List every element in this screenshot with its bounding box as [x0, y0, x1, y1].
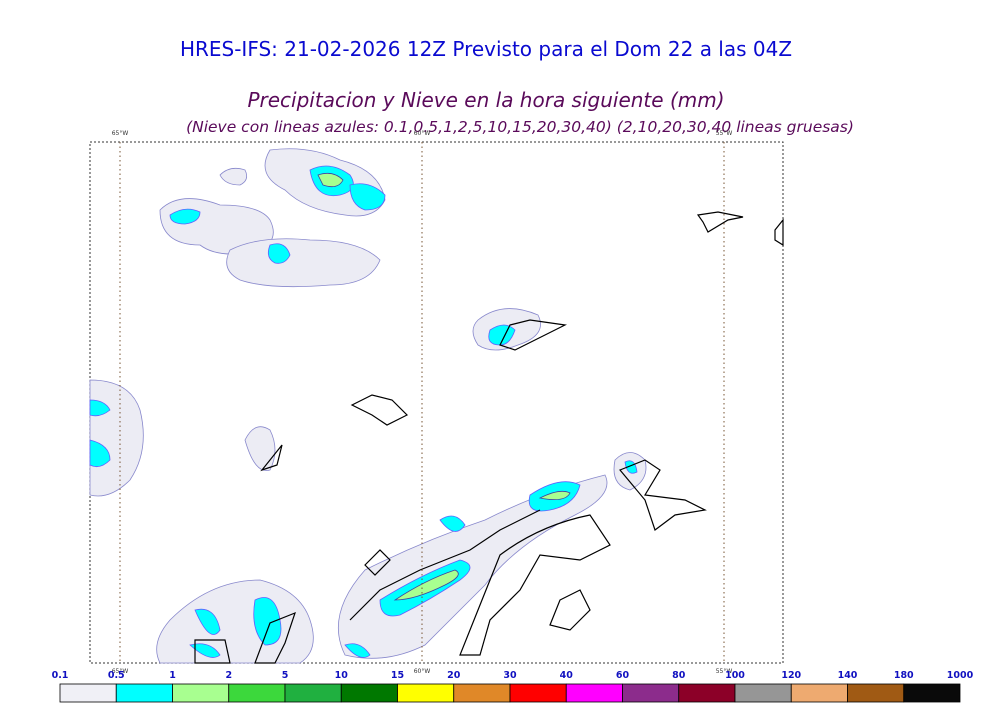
- coastline: [194, 211, 784, 664]
- note: (Nieve con lineas azules: 0.1,0.5,1,2,5,…: [186, 118, 854, 136]
- colorbar-label: 15: [391, 670, 404, 681]
- meridian-label: 55°W: [716, 130, 733, 137]
- colorbar-label: 120: [781, 670, 801, 681]
- meridian-label: 65°W: [112, 130, 129, 137]
- colorbar-swatch: [115, 683, 173, 703]
- colorbar-label: 40: [560, 670, 574, 681]
- colorbar-swatch: [453, 683, 511, 703]
- meridian-label: 65°W: [112, 668, 129, 675]
- colorbar-swatch: [847, 683, 905, 703]
- colorbar-label: 0.1: [52, 670, 69, 681]
- colorbar-label: 180: [894, 670, 914, 681]
- colorbar-label: 10: [335, 670, 349, 681]
- colorbar-label: 80: [672, 670, 686, 681]
- meridians: 65°W 65°W 60°W 60°W 55°W 55°W: [112, 130, 733, 675]
- colorbar-label: 0.5: [108, 670, 125, 681]
- colorbar-swatch: [228, 683, 286, 703]
- colorbar-swatch: [734, 683, 792, 703]
- colorbar-label: 5: [282, 670, 289, 681]
- colorbar-swatch: [903, 683, 961, 703]
- colorbar-label: 60: [616, 670, 630, 681]
- subtitle: Precipitacion y Nieve en la hora siguien…: [247, 88, 724, 112]
- meridian-label: 60°W: [414, 668, 431, 675]
- map: 65°W 65°W 60°W 60°W 55°W 55°W: [89, 130, 784, 675]
- colorbar-swatch: [678, 683, 736, 703]
- colorbar-swatch: [509, 683, 567, 703]
- colorbar-swatch: [397, 683, 455, 703]
- precipitation: [89, 148, 647, 664]
- colorbar-label: 20: [447, 670, 461, 681]
- colorbar-swatch: [790, 683, 848, 703]
- colorbar-swatch: [284, 683, 342, 703]
- colorbar-label: 2: [225, 670, 232, 681]
- colorbar-label: 1: [169, 670, 176, 681]
- colorbar-swatch: [59, 683, 117, 703]
- meridian-label: 60°W: [414, 130, 431, 137]
- colorbar-label: 30: [503, 670, 517, 681]
- colorbar-swatch: [622, 683, 680, 703]
- colorbar-label: 100: [725, 670, 745, 681]
- colorbar-swatch: [340, 683, 398, 703]
- colorbar-label: 140: [838, 670, 858, 681]
- colorbar-label: 1000: [947, 670, 974, 681]
- colorbar: 0.1 0.5 1 2 5 10 15 20 30 40 60 80 100 120 140 180 1000: [52, 670, 974, 703]
- colorbar-swatch: [172, 683, 230, 703]
- meridian-label: 55°W: [716, 668, 733, 675]
- title: HRES-IFS: 21-02-2026 12Z Previsto para e…: [180, 37, 792, 61]
- colorbar-swatch: [565, 683, 623, 703]
